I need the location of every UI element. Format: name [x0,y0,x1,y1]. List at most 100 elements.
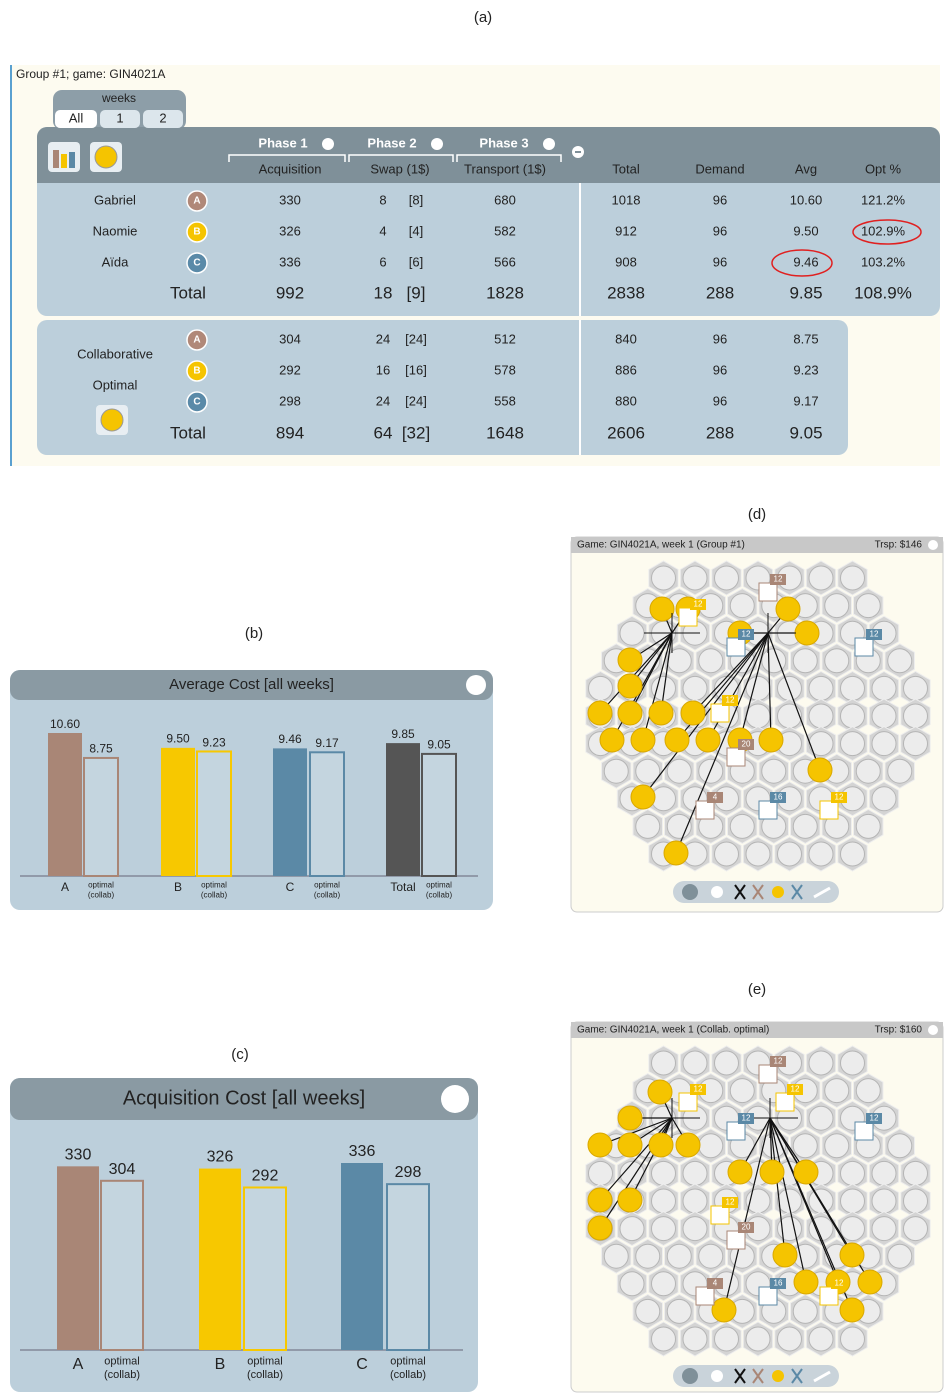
cell: 330 [279,192,301,207]
optimal-sublabel: (collab) [247,1369,283,1381]
category-label: Total [390,880,415,894]
customer [776,597,800,621]
total-cell: 108.9% [854,283,912,302]
factory-label: 4 [713,1279,718,1288]
map-icon[interactable] [96,405,128,435]
value-label: 326 [207,1149,234,1166]
bar [161,748,195,876]
optimal-bar [387,1184,429,1350]
map-icon[interactable] [90,142,122,172]
total-cell: 9.85 [789,283,822,302]
customer [696,728,720,752]
chart-panel [10,670,493,910]
customer [618,648,642,672]
hex-slot [683,676,707,700]
hex-slot [652,1161,676,1185]
total-cell: [9] [407,283,426,302]
hex-slot [778,704,802,728]
toolbar-eye[interactable] [682,1368,698,1384]
hex-slot [667,1244,691,1268]
value-label: 292 [252,1168,279,1185]
hex-slot [620,621,644,645]
week-tab-label: All [69,110,84,125]
hex-slot [809,704,833,728]
map-title: Game: GIN4021A, week 1 (Group #1) [577,540,745,551]
hex-slot [652,1189,676,1213]
customer [631,728,655,752]
customer [631,785,655,809]
hex-slot [652,1217,676,1241]
hex-slot [667,649,691,673]
player-badge-letter: B [193,366,200,377]
hex-slot [652,566,676,590]
optimal-label: optimal [201,881,227,890]
hex-slot [589,676,613,700]
column-header: Demand [695,161,744,176]
value-label: 336 [349,1143,376,1160]
chart-icon[interactable] [48,142,80,172]
toolbar-customer[interactable] [772,886,784,898]
factory-label: 20 [742,740,751,749]
week-tab-label: 2 [159,110,166,125]
collapse-button[interactable] [928,1025,938,1035]
hex-slot [904,1161,928,1185]
column-header: Swap (1$) [370,161,429,176]
hex-slot [872,676,896,700]
customer [712,1298,736,1322]
collapse-button[interactable] [441,1085,469,1113]
player-badge-letter: A [193,196,200,207]
week-tab-label: 1 [116,110,123,125]
hex-slot [730,1079,754,1103]
expand-button[interactable] [322,138,334,150]
toolbar-customer[interactable] [772,1370,784,1382]
hex-slot [841,1161,865,1185]
customer [808,758,832,782]
factory [820,801,838,819]
cell: 96 [713,254,727,269]
cell: 96 [713,331,727,346]
hex-slot [667,1299,691,1323]
factory-label: 12 [774,575,783,584]
bar [341,1163,383,1350]
hex-slot [652,1327,676,1351]
hex-slot [715,1051,739,1075]
total-label: Total [170,423,206,442]
factory-label: 12 [774,1057,783,1066]
total-cell: [32] [402,423,430,442]
toolbar-dot[interactable] [711,886,723,898]
category-label: B [215,1356,226,1373]
collapse-button[interactable] [466,675,486,695]
hex-slot [793,1299,817,1323]
phase-label: Phase 1 [258,135,307,150]
optimal-sublabel: (collab) [88,890,115,899]
map-transport: Trsp: $160 [875,1025,923,1036]
category-label: B [174,880,182,894]
optimal-sublabel: (collab) [201,890,228,899]
cell: 24 [376,393,390,408]
hex-slot [904,676,928,700]
customer [760,1160,784,1184]
hex-slot [730,594,754,618]
hex-slot [683,1217,707,1241]
cell: 96 [713,393,727,408]
hex-slot [652,1051,676,1075]
cell: [8] [409,192,423,207]
total-cell: 2838 [607,283,645,302]
hex-slot [888,759,912,783]
customer [618,674,642,698]
expand-button[interactable] [431,138,443,150]
factory [727,1122,745,1140]
total-cell: 9.05 [789,423,822,442]
value-label: 330 [65,1146,92,1163]
customer [618,1106,642,1130]
hex-slot [730,814,754,838]
toolbar-dot[interactable] [711,1370,723,1382]
toolbar-eye[interactable] [682,884,698,900]
expand-button[interactable] [543,138,555,150]
customer [649,1133,673,1157]
hex-slot [872,787,896,811]
total-cell: 2606 [607,423,645,442]
player-name: Gabriel [94,192,136,207]
collapse-button[interactable] [928,540,938,550]
cell: 102.9% [861,223,906,238]
